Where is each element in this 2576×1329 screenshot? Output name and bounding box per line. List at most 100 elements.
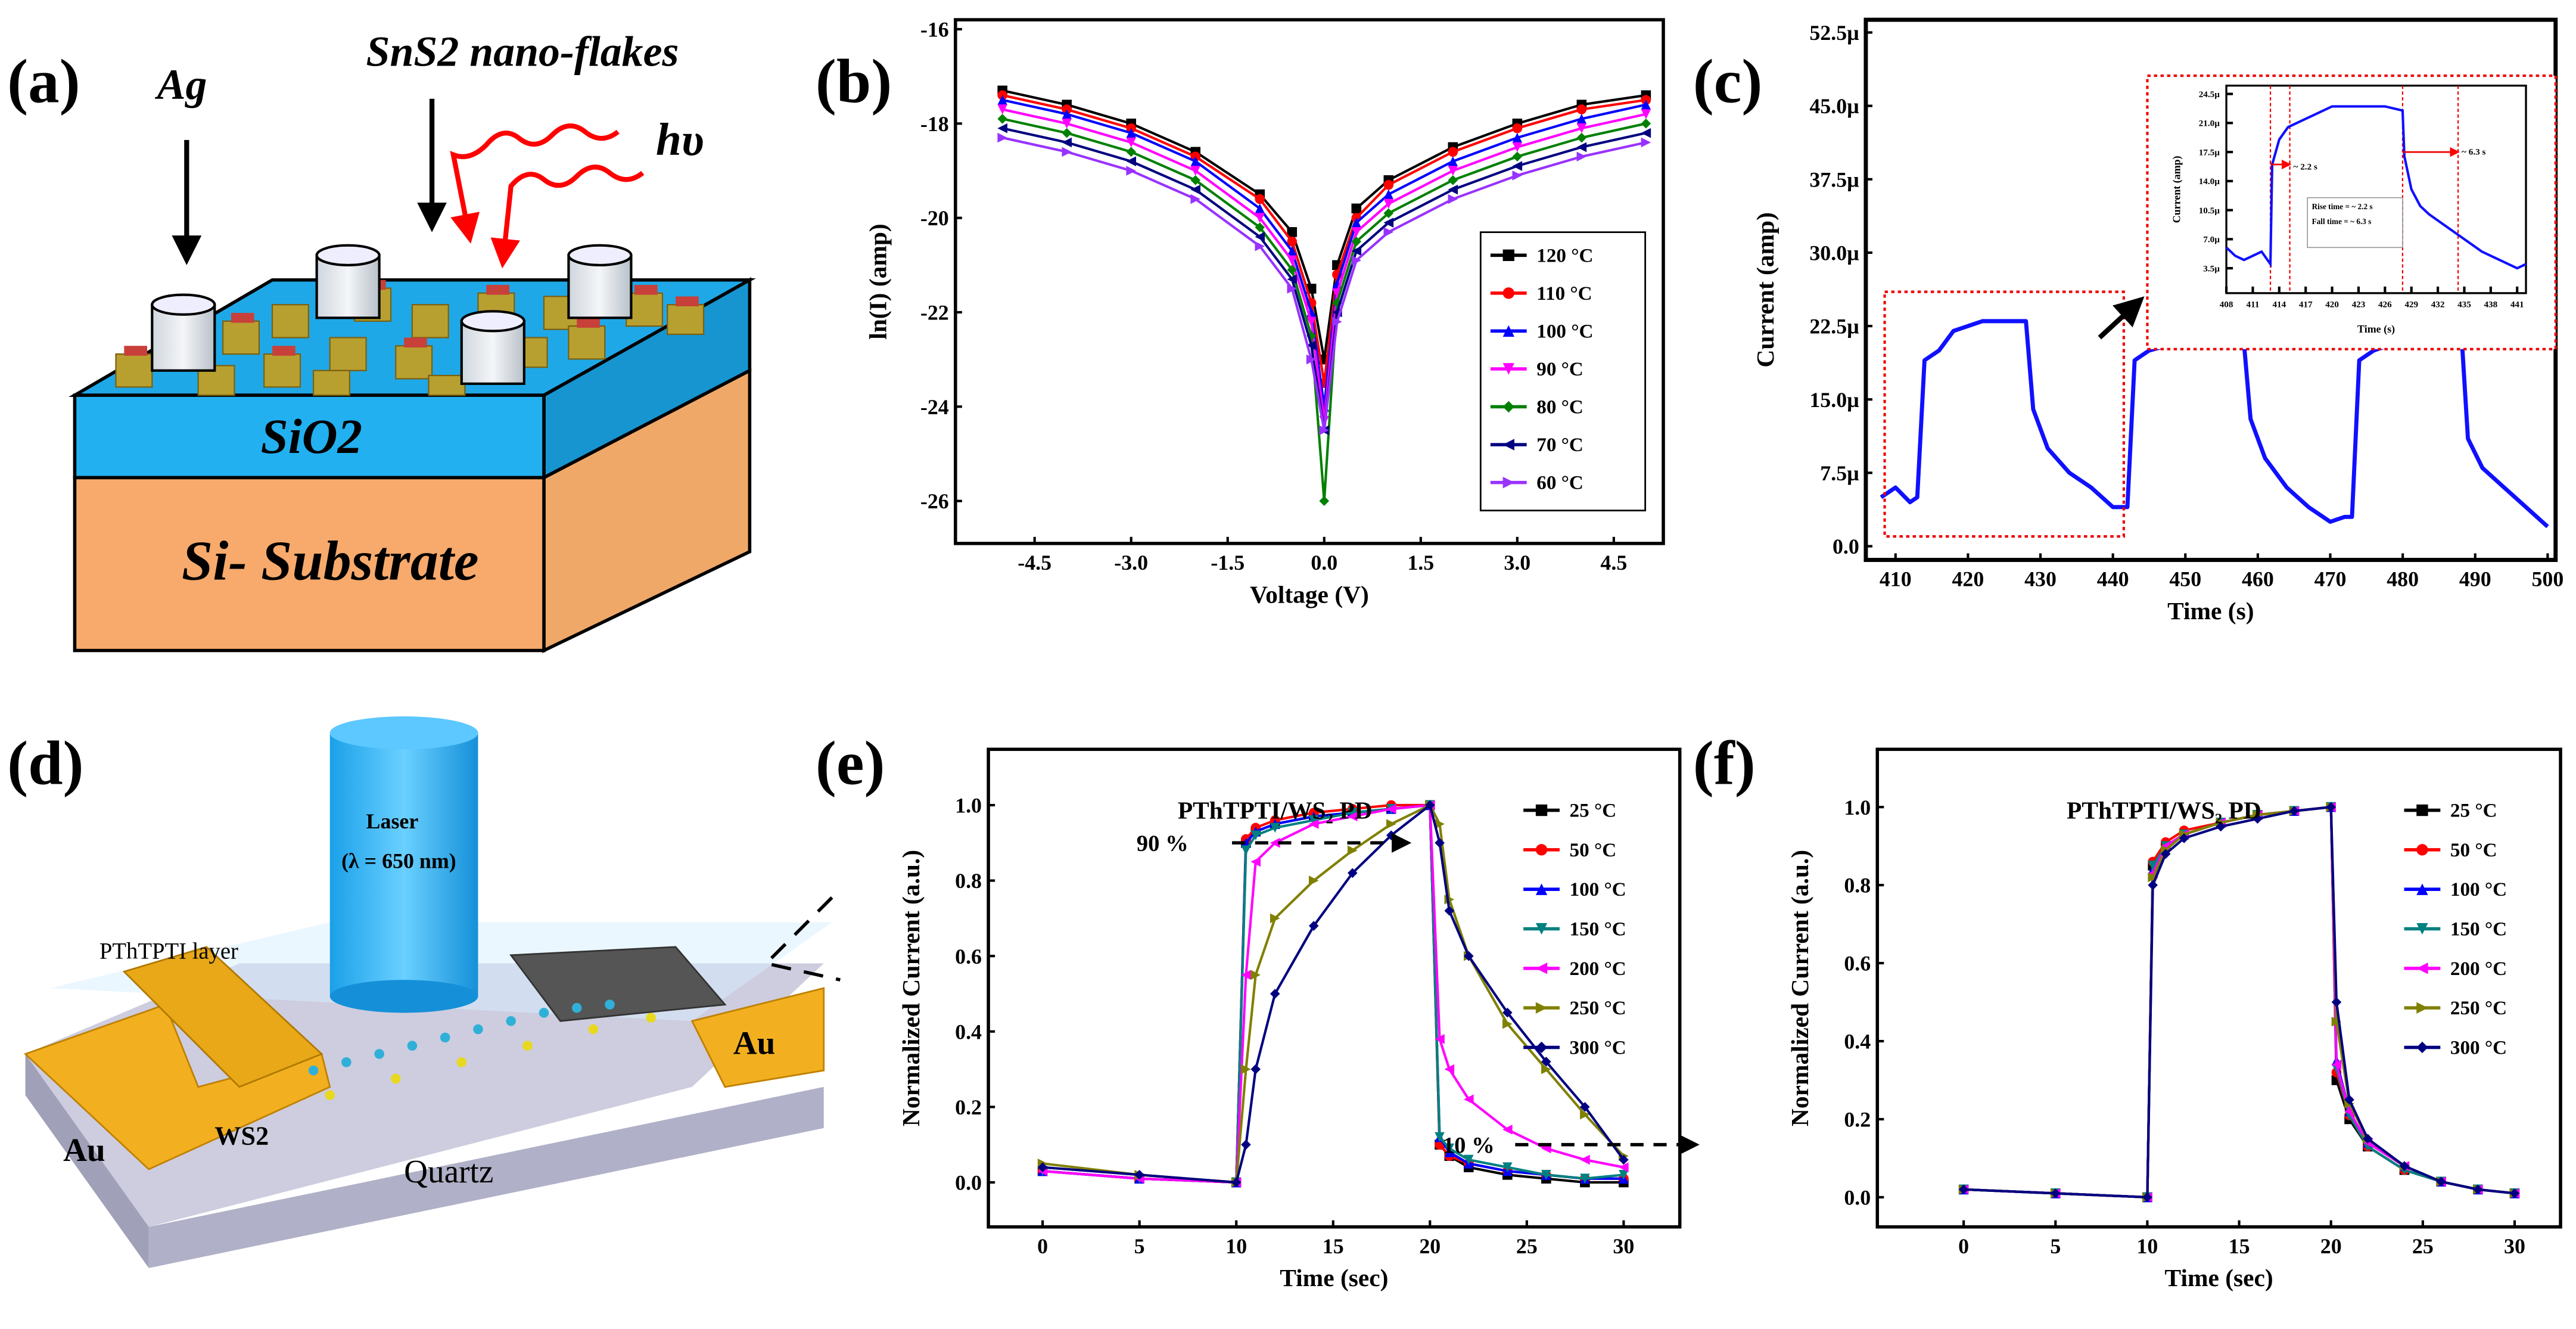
- fall-label: ~ 6.3 s: [2462, 147, 2485, 157]
- data-point: [1231, 1177, 1242, 1188]
- y-tick-label: 10.5µ: [2199, 206, 2220, 216]
- legend-label: 90 °C: [1536, 358, 1583, 380]
- data-point: [1306, 340, 1317, 350]
- data-point: [1383, 179, 1394, 190]
- data-point: [1241, 970, 1251, 980]
- data-point: [1502, 1162, 1513, 1172]
- data-point: [1126, 128, 1136, 138]
- legend-label: 50 °C: [1570, 839, 1617, 861]
- series-250-C: [1037, 800, 1629, 1188]
- legend-label: 300 °C: [1570, 1037, 1626, 1059]
- x-tick-label: 5: [1134, 1234, 1145, 1258]
- legend-marker: [1535, 923, 1548, 935]
- x-axis-label: Time (s): [2357, 323, 2395, 336]
- ag-contacts: [151, 244, 633, 385]
- legend-marker: [2416, 1041, 2428, 1054]
- y-tick-label: -26: [920, 489, 949, 513]
- data-point: [1287, 284, 1298, 294]
- light-wave-icon-2: [490, 164, 645, 269]
- data-point: [1576, 151, 1587, 162]
- series-200-C: [1037, 800, 1629, 1188]
- data-point: [1448, 184, 1458, 195]
- y-tick-label: -22: [920, 301, 949, 325]
- wavelength-label: (λ = 650 nm): [341, 849, 456, 872]
- legend-marker: [1502, 400, 1514, 413]
- data-point: [1448, 194, 1458, 204]
- data-point: [1287, 265, 1298, 275]
- data-point: [2289, 806, 2300, 816]
- y-tick-label: 7.5µ: [1820, 461, 1859, 485]
- series-200-C: [1958, 802, 2520, 1203]
- chart-title: PThTPTI/WS₂ PD: [1178, 796, 1373, 824]
- series-line: [1964, 805, 2515, 1199]
- plot-frame: [2225, 85, 2527, 294]
- data-point: [1190, 184, 1201, 195]
- data-point: [1255, 222, 1265, 232]
- device-diagram-d: Laser (λ = 650 nm) PThTPTI layer Au Au W…: [23, 716, 841, 1268]
- legend-label: 200 °C: [2450, 958, 2507, 980]
- data-point: [1126, 147, 1136, 157]
- data-point: [1287, 246, 1298, 256]
- legend-label: 25 °C: [2450, 800, 2497, 822]
- data-point: [1270, 989, 1280, 999]
- x-tick-label: 411: [2246, 299, 2259, 309]
- data-point: [1308, 815, 1319, 825]
- x-axis-label: Voltage (V): [1250, 580, 1369, 608]
- y-tick-label: 0.2: [1844, 1108, 1871, 1132]
- x-axis-label: Time (sec): [2165, 1264, 2273, 1292]
- y-tick-label: 45.0µ: [1809, 94, 1859, 118]
- y-axis-label: ln(I) (amp): [864, 223, 892, 340]
- x-tick-label: -3.0: [1114, 551, 1148, 575]
- x-tick-label: 438: [2484, 299, 2497, 309]
- x-tick-label: 435: [2457, 299, 2471, 309]
- series-line: [1042, 803, 1624, 1184]
- data-point: [997, 132, 1007, 143]
- legend-label: 50 °C: [2450, 839, 2497, 861]
- y-tick-label: 0.0: [1833, 535, 1859, 558]
- legend-label: 250 °C: [1570, 997, 1626, 1019]
- data-point: [1448, 156, 1458, 166]
- data-point: [1541, 1064, 1551, 1075]
- panel-label-e: (e): [816, 728, 885, 797]
- timing-box: [2307, 197, 2403, 249]
- x-axis-label: Time (sec): [1280, 1264, 1388, 1292]
- x-tick-label: 432: [2431, 299, 2445, 309]
- data-point: [2509, 1188, 2520, 1198]
- data-point: [1512, 161, 1523, 171]
- laser-beam: [329, 732, 478, 996]
- data-point: [1306, 354, 1317, 365]
- legend-marker: [1502, 439, 1514, 451]
- y-tick-label: 30.0µ: [1809, 241, 1859, 265]
- data-point: [2253, 813, 2263, 824]
- data-point: [1448, 147, 1458, 157]
- data-point: [2148, 880, 2158, 890]
- x-tick-label: 423: [2352, 299, 2366, 309]
- flakes-label: SnS2 nano-flakes: [366, 28, 679, 76]
- legend-marker: [2416, 1002, 2428, 1014]
- inset-line: [2225, 105, 2527, 270]
- timing-text: Rise time = ~ 2.2 s: [2312, 202, 2373, 211]
- legend-marker: [2416, 923, 2428, 935]
- y-tick-label: 1.0: [1844, 796, 1871, 819]
- series-300-C: [1958, 802, 2520, 1203]
- y-tick-label: 0.0: [955, 1171, 982, 1195]
- au-left-bar: [122, 946, 323, 1088]
- legend-marker: [1535, 883, 1548, 895]
- data-point: [1351, 218, 1362, 228]
- data-point: [2331, 997, 2342, 1007]
- data-point: [1444, 1064, 1455, 1075]
- data-point: [1062, 137, 1072, 148]
- y-tick-label: 0.2: [955, 1095, 982, 1119]
- data-point: [1347, 811, 1358, 822]
- data-point: [1347, 808, 1358, 818]
- laser-top: [329, 716, 478, 750]
- inset-chart: 408 411 414 417 420 423 426 429 432 435 438 441 3.5µ…: [2171, 85, 2527, 336]
- data-point: [1386, 819, 1396, 829]
- series-250-C: [1958, 802, 2520, 1203]
- series-line: [1964, 805, 2515, 1199]
- zoom-guide-line: [763, 896, 841, 982]
- series-50-C: [1037, 800, 1629, 1188]
- data-point: [2399, 1161, 2410, 1171]
- data-point: [1062, 119, 1072, 129]
- series-line: [1042, 803, 1625, 1184]
